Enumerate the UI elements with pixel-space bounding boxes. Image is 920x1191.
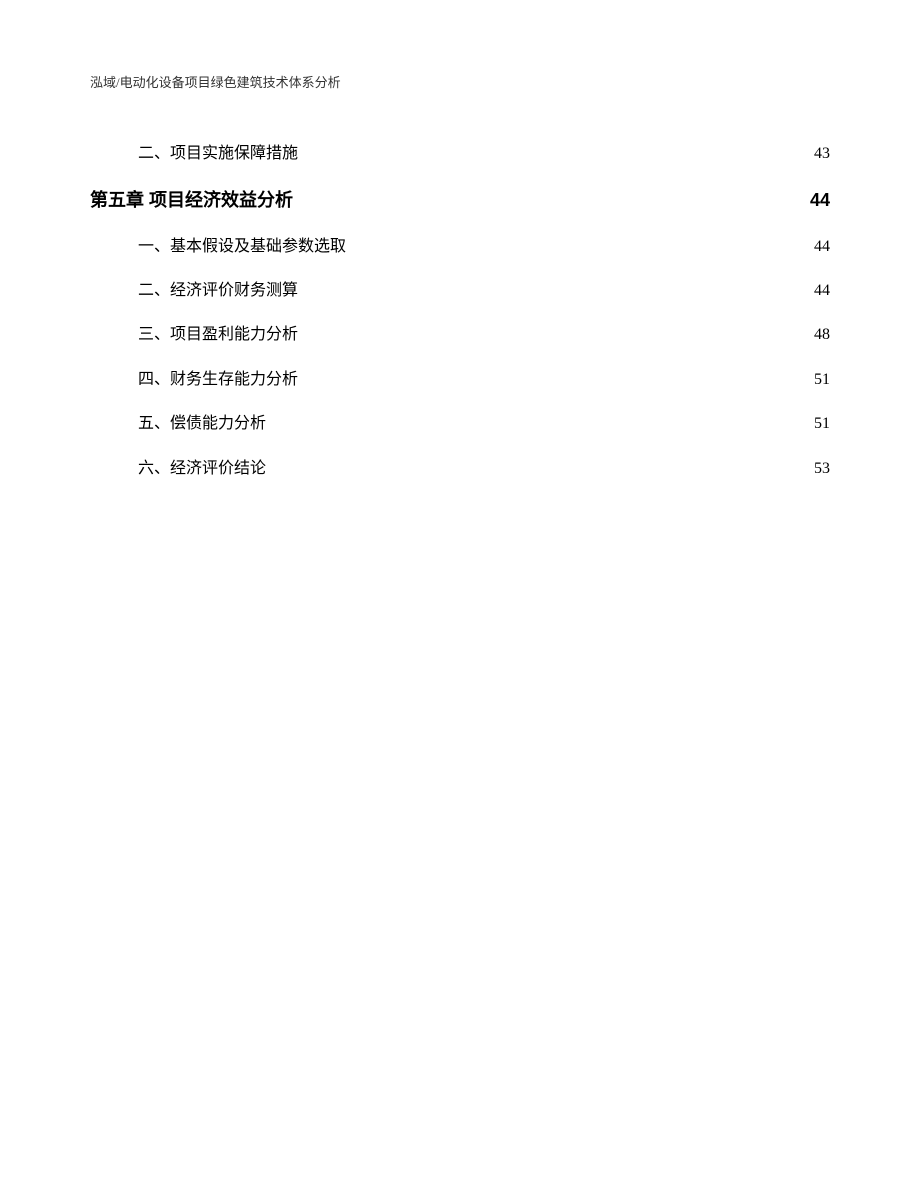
toc-section-entry: 一、基本假设及基础参数选取 44	[90, 232, 830, 262]
toc-page-number: 53	[814, 454, 830, 484]
page-header: 泓域/电动化设备项目绿色建筑技术体系分析	[90, 72, 830, 91]
toc-label: 第五章 项目经济效益分析	[90, 183, 293, 217]
toc-page-number: 51	[814, 365, 830, 395]
toc-section-entry: 四、财务生存能力分析 51	[90, 365, 830, 395]
toc-label: 二、经济评价财务测算	[138, 276, 298, 306]
toc-label: 五、偿债能力分析	[138, 409, 266, 439]
toc-page-number: 44	[814, 276, 830, 306]
toc-page-number: 44	[810, 183, 830, 217]
toc-section-entry: 二、经济评价财务测算 44	[90, 276, 830, 306]
table-of-contents: 二、项目实施保障措施 43 第五章 项目经济效益分析 44 一、基本假设及基础参…	[90, 139, 830, 484]
toc-label: 一、基本假设及基础参数选取	[138, 232, 346, 262]
document-page: 泓域/电动化设备项目绿色建筑技术体系分析 二、项目实施保障措施 43 第五章 项…	[0, 0, 920, 1191]
toc-section-entry: 五、偿债能力分析 51	[90, 409, 830, 439]
toc-section-entry: 二、项目实施保障措施 43	[90, 139, 830, 169]
toc-label: 六、经济评价结论	[138, 454, 266, 484]
toc-section-entry: 三、项目盈利能力分析 48	[90, 320, 830, 350]
toc-page-number: 44	[814, 232, 830, 262]
toc-label: 二、项目实施保障措施	[138, 139, 298, 169]
toc-label: 四、财务生存能力分析	[138, 365, 298, 395]
toc-page-number: 48	[814, 320, 830, 350]
toc-page-number: 51	[814, 409, 830, 439]
toc-section-entry: 六、经济评价结论 53	[90, 454, 830, 484]
toc-label: 三、项目盈利能力分析	[138, 320, 298, 350]
toc-page-number: 43	[814, 139, 830, 169]
toc-chapter-entry: 第五章 项目经济效益分析 44	[90, 183, 830, 217]
